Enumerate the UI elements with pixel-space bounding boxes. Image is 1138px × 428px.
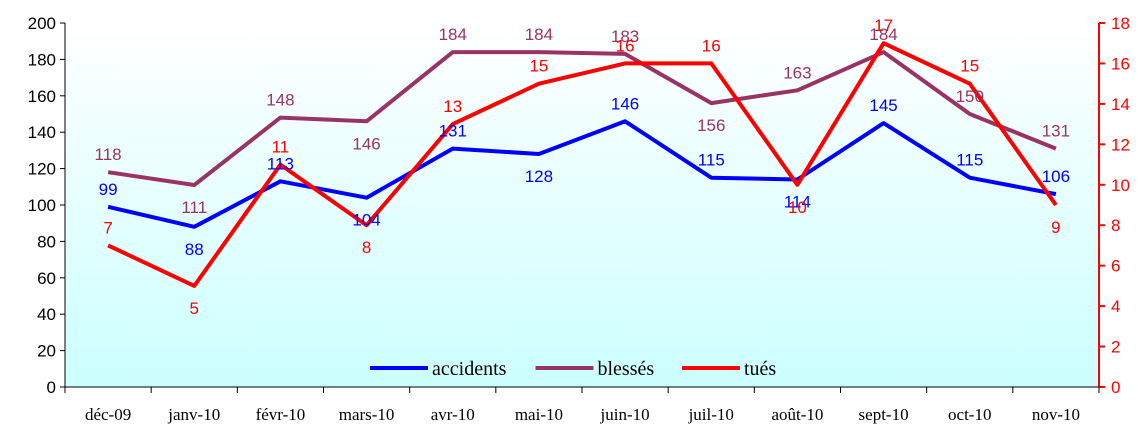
x-tick-label: juil-10 <box>688 405 734 424</box>
left-y-tick-label: 20 <box>37 342 56 361</box>
left-y-tick-label: 0 <box>47 378 56 397</box>
x-tick-label: févr-10 <box>256 405 306 424</box>
left-y-tick-label: 40 <box>37 305 56 324</box>
data-label-tués: 10 <box>788 198 807 217</box>
data-label-blessés: 150 <box>956 87 984 106</box>
legend-label-blessés: blessés <box>598 358 655 380</box>
data-label-tués: 9 <box>1051 218 1060 237</box>
data-label-accidents: 99 <box>99 180 118 199</box>
data-label-blessés: 163 <box>783 63 811 82</box>
legend-label-tués: tués <box>744 358 776 380</box>
x-tick-label: août-10 <box>771 405 823 424</box>
data-label-tués: 16 <box>702 36 721 55</box>
data-label-blessés: 146 <box>352 134 380 153</box>
series-line-blessés <box>107 50 1057 187</box>
left-y-tick-label: 80 <box>37 232 56 251</box>
right-y-tick-label: 10 <box>1111 176 1130 195</box>
legend: accidents blessés tués <box>370 358 776 380</box>
right-y-tick-label: 2 <box>1111 338 1120 357</box>
data-label-accidents: 115 <box>956 151 983 170</box>
legend-label-accidents: accidents <box>432 358 507 380</box>
x-tick-label: avr-10 <box>431 405 475 424</box>
series-line-tués <box>107 41 1058 288</box>
x-tick-label: oct-10 <box>948 405 991 424</box>
x-tick-label: mai-10 <box>515 405 563 424</box>
data-label-accidents: 115 <box>698 151 725 170</box>
data-label-accidents: 88 <box>185 240 204 259</box>
data-label-tués: 8 <box>362 238 371 257</box>
data-label-tués: 7 <box>103 218 112 237</box>
data-label-accidents: 104 <box>352 211 380 230</box>
data-label-accidents: 114 <box>784 193 811 212</box>
data-label-accidents: 145 <box>869 96 897 115</box>
data-label-tués: 15 <box>960 57 979 76</box>
right-y-tick-label: 8 <box>1111 216 1120 235</box>
data-label-tués: 11 <box>272 138 290 157</box>
left-y-tick-label: 120 <box>28 160 56 179</box>
data-label-accidents: 146 <box>611 94 639 113</box>
data-label-blessés: 131 <box>1042 122 1070 141</box>
data-label-tués: 5 <box>190 299 199 318</box>
left-y-tick-label: 180 <box>28 50 56 69</box>
x-tick-label: juin-10 <box>600 405 650 424</box>
x-tick-label: sept-10 <box>859 405 909 424</box>
series-line-accidents <box>107 119 1057 229</box>
data-label-accidents: 131 <box>439 122 467 141</box>
data-label-blessés: 156 <box>697 116 725 135</box>
left-y-tick-label: 100 <box>28 196 56 215</box>
plot-area <box>65 23 1099 387</box>
data-label-accidents: 106 <box>1042 167 1070 186</box>
left-y-tick-label: 160 <box>28 87 56 106</box>
x-tick-label: déc-09 <box>85 405 131 424</box>
data-label-blessés: 183 <box>611 27 639 46</box>
x-tick-label: mars-10 <box>339 405 395 424</box>
data-label-tués: 13 <box>443 97 462 116</box>
data-label-blessés: 184 <box>525 25 553 44</box>
data-label-tués: 15 <box>529 57 548 76</box>
x-tick-label: janv-10 <box>167 405 220 424</box>
left-y-tick-label: 200 <box>28 14 56 33</box>
left-y-tick-label: 60 <box>37 269 56 288</box>
right-y-tick-label: 14 <box>1111 95 1130 114</box>
data-label-blessés: 184 <box>869 25 897 44</box>
data-label-tués: 17 <box>874 16 893 35</box>
data-label-blessés: 148 <box>266 91 294 110</box>
right-y-tick-label: 4 <box>1111 297 1120 316</box>
right-y-tick-label: 16 <box>1111 54 1130 73</box>
right-y-tick-label: 6 <box>1111 257 1120 276</box>
data-label-blessés: 118 <box>95 145 122 164</box>
left-y-tick-label: 140 <box>28 123 56 142</box>
right-y-tick-label: 0 <box>1111 378 1120 397</box>
x-tick-label: nov-10 <box>1032 405 1080 424</box>
right-y-tick-label: 12 <box>1111 135 1130 154</box>
data-label-tués: 16 <box>616 36 635 55</box>
data-label-blessés: 184 <box>439 25 467 44</box>
data-label-accidents: 113 <box>267 154 294 173</box>
data-label-blessés: 111 <box>181 198 207 217</box>
data-label-accidents: 128 <box>525 167 553 186</box>
right-y-tick-label: 18 <box>1111 14 1130 33</box>
